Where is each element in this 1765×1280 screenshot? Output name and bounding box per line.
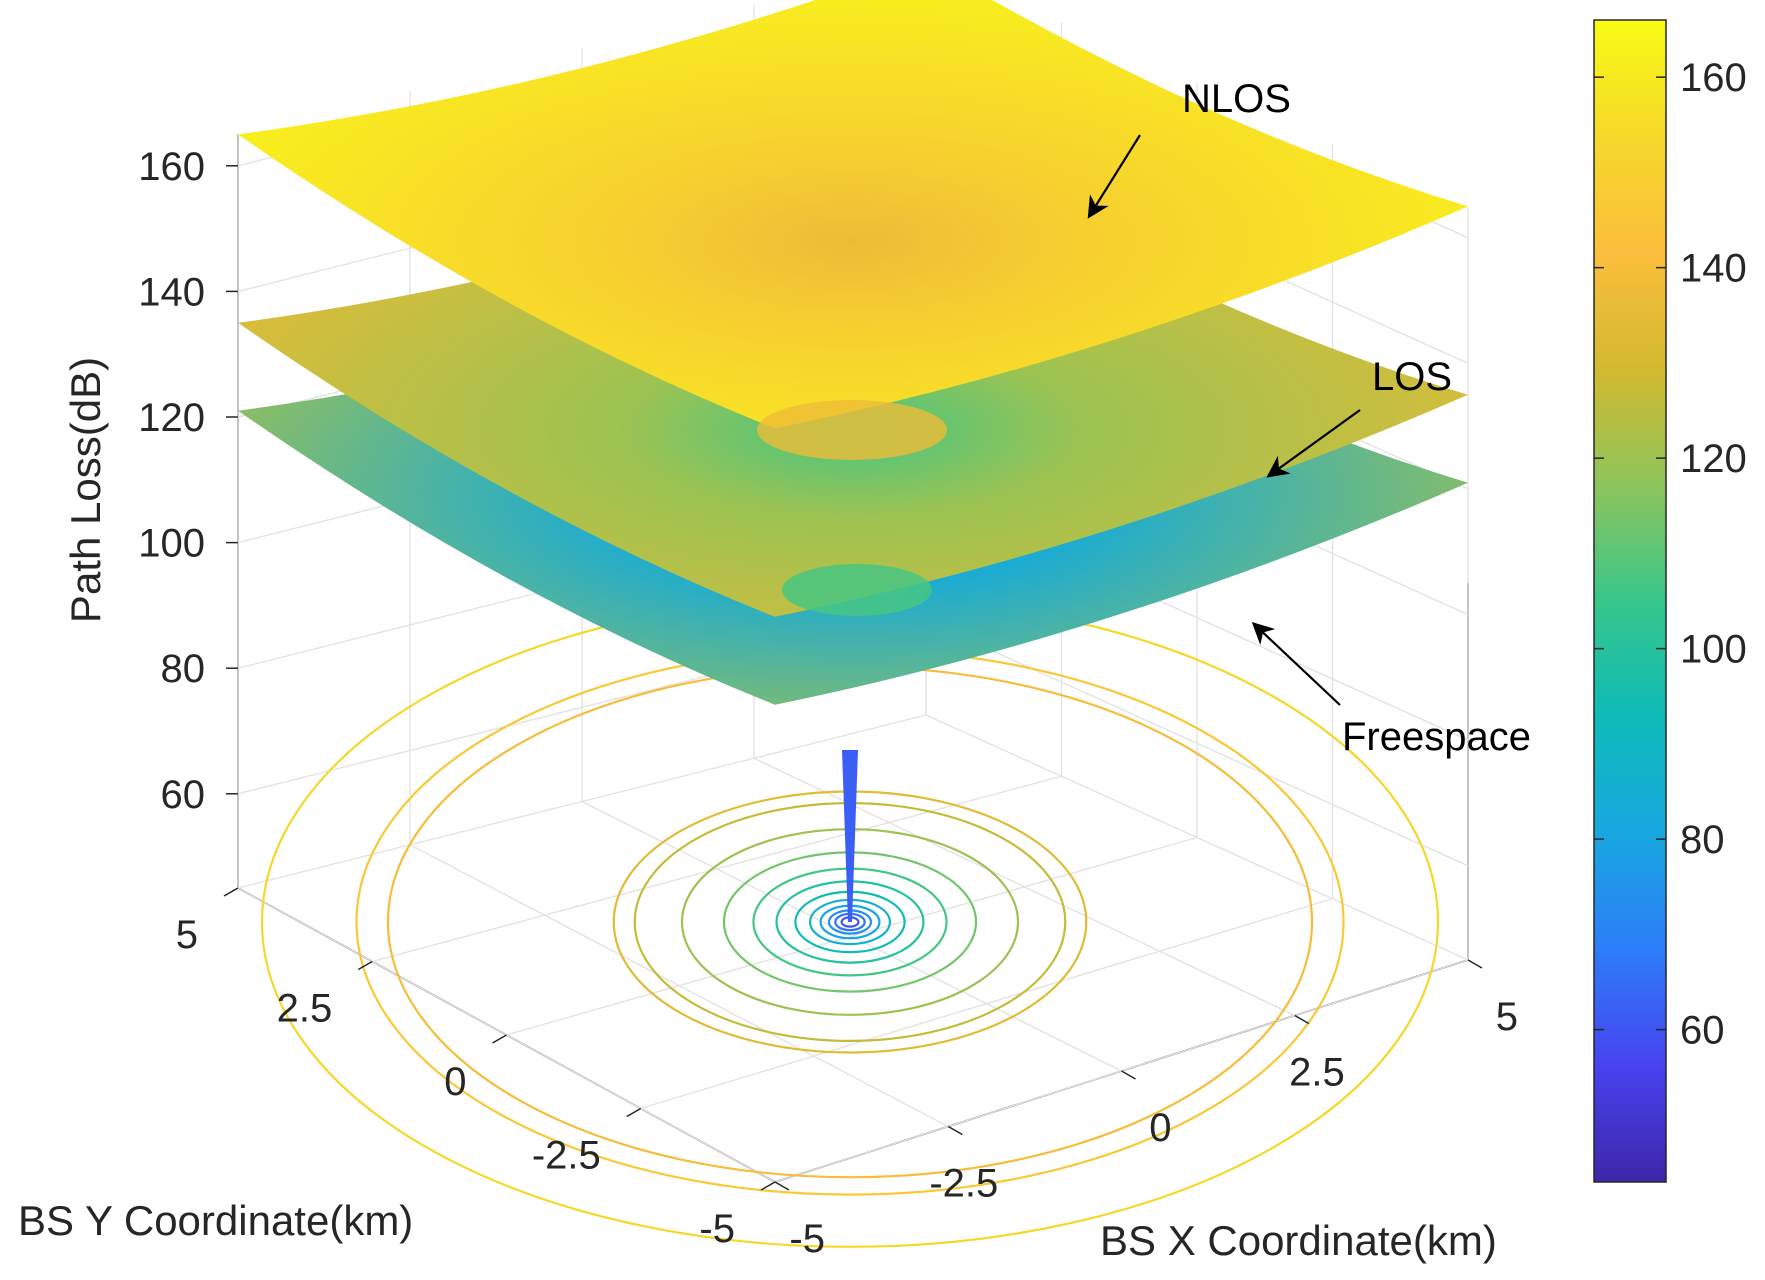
- x-tick-mark: [1467, 959, 1483, 969]
- y-tick-mark: [223, 887, 239, 897]
- x-tick-label: -2.5: [929, 1162, 998, 1206]
- contour-ring: [355, 648, 1345, 1196]
- annotations: NLOS LOS Freespace: [1087, 77, 1531, 759]
- nlos-surface: [238, 0, 1468, 429]
- colorbar-ticks: 60 80 100 120 140 160: [1594, 56, 1747, 1053]
- annotation-nlos: NLOS: [1182, 77, 1291, 121]
- arrow-freespace: [1251, 621, 1341, 706]
- y-tick-mark: [626, 1107, 642, 1118]
- x-tick-label: -5: [789, 1217, 825, 1261]
- colorbar-tick-label: 60: [1680, 1009, 1725, 1053]
- nlos-dip: [757, 400, 947, 460]
- y-ticks: -5 -2.5 0 2.5 5: [176, 887, 776, 1251]
- los-dip: [782, 564, 932, 616]
- y-tick-label: 2.5: [277, 987, 333, 1031]
- colorbar-tick-label: 100: [1680, 628, 1747, 672]
- z-tick-label: 100: [138, 522, 205, 566]
- arrow-nlos: [1087, 134, 1141, 219]
- y-tick-label: -5: [699, 1207, 735, 1251]
- arrow-los: [1266, 409, 1361, 478]
- y-tick-label: 5: [176, 913, 198, 957]
- colorbar-ramp: [1593, 19, 1667, 1183]
- annotation-freespace: Freespace: [1342, 715, 1531, 759]
- x-tick-label: 5: [1496, 995, 1518, 1039]
- colorbar-tick-label: 120: [1680, 437, 1747, 481]
- x-ticks: -5 -2.5 0 2.5 5: [774, 959, 1518, 1261]
- x-tick-mark: [1121, 1070, 1136, 1080]
- colorbar-tick-label: 140: [1680, 247, 1747, 291]
- y-tick-mark: [760, 1181, 776, 1191]
- colorbar: 60 80 100 120 140 160: [1593, 19, 1747, 1183]
- x-axis-label: BS X Coordinate(km): [1100, 1217, 1497, 1264]
- x-tick-label: 0: [1149, 1106, 1171, 1150]
- z-ticks: 60 80 100 120 140 160: [138, 145, 238, 817]
- y-tick-label: -2.5: [532, 1134, 601, 1178]
- x-tick-mark: [947, 1125, 963, 1136]
- x-tick-mark: [774, 1181, 790, 1191]
- z-tick-label: 160: [138, 145, 205, 189]
- z-axis-label: Path Loss(dB): [62, 357, 109, 623]
- freespace-spike: [842, 750, 858, 922]
- z-tick-label: 60: [161, 773, 206, 817]
- colorbar-tick-label: 80: [1680, 818, 1725, 862]
- y-tick-mark: [357, 960, 373, 971]
- y-tick-label: 0: [444, 1060, 466, 1104]
- y-axis-label: BS Y Coordinate(km): [18, 1197, 413, 1244]
- z-tick-label: 80: [161, 647, 206, 691]
- x-tick-label: 2.5: [1289, 1051, 1345, 1095]
- colorbar-tick-label: 160: [1680, 56, 1747, 100]
- y-tick-mark: [492, 1034, 507, 1044]
- z-tick-label: 120: [138, 396, 205, 440]
- z-tick-label: 140: [138, 270, 205, 314]
- x-tick-mark: [1294, 1014, 1310, 1025]
- annotation-los: LOS: [1372, 355, 1452, 399]
